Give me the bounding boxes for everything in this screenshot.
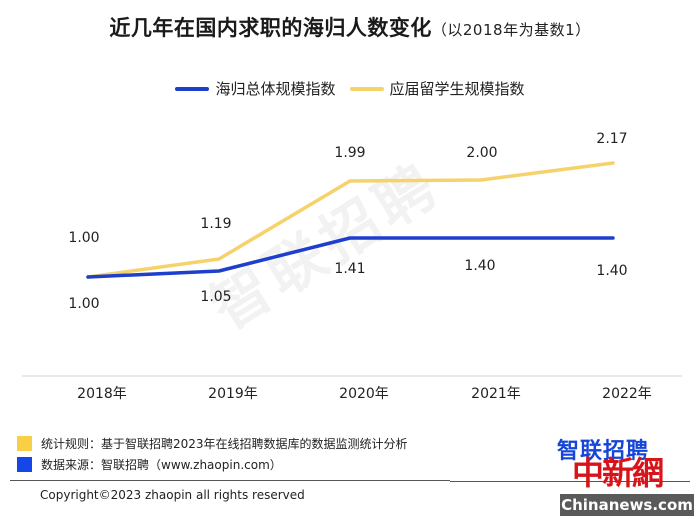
data-labels-overall: 1.00 1.05 1.41 1.40 1.40 <box>68 258 627 312</box>
series-line-overall <box>86 236 615 279</box>
chinanews-logo-en: Chinanews.com <box>560 494 694 516</box>
chart-legend: 海归总体规模指数 应届留学生规模指数 <box>0 78 700 99</box>
legend-item-graduates: 应届留学生规模指数 <box>349 78 525 99</box>
chart-title-subtitle: （以2018年为基数1） <box>431 21 591 39</box>
legend-label-overall: 海归总体规模指数 <box>215 80 336 98</box>
x-tick-2020: 2020年 <box>339 386 389 402</box>
x-tick-2022: 2022年 <box>602 386 652 402</box>
copyright-text: Copyright©2023 zhaopin all rights reserv… <box>40 488 305 502</box>
footer-divider-right <box>450 481 690 482</box>
chinanews-logo-cn: 中新網 <box>572 454 664 492</box>
data-label-graduates: 1.19 <box>200 216 231 232</box>
data-label-graduates: 2.17 <box>596 131 627 147</box>
data-label-overall: 1.00 <box>68 296 99 312</box>
data-label-graduates: 2.00 <box>466 145 497 161</box>
data-label-graduates: 1.99 <box>334 145 365 161</box>
footer-divider <box>10 480 450 481</box>
note-statistics-rule-text: 统计规则：基于智联招聘2023年在线招聘数据库的数据监测统计分析 <box>41 437 408 451</box>
chart-notes: 统计规则：基于智联招聘2023年在线招聘数据库的数据监测统计分析 数据来源：智联… <box>17 433 408 475</box>
note-data-source-text: 数据来源：智联招聘（www.zhaopin.com） <box>41 458 282 472</box>
legend-item-overall: 海归总体规模指数 <box>175 78 336 99</box>
note-swatch-blue <box>17 457 32 472</box>
note-swatch-yellow <box>17 436 32 451</box>
legend-swatch-overall <box>175 86 210 91</box>
legend-label-graduates: 应届留学生规模指数 <box>389 80 525 98</box>
data-label-overall: 1.41 <box>334 261 365 277</box>
x-tick-2018: 2018年 <box>77 386 127 402</box>
x-axis-labels: 2018年 2019年 2020年 2021年 2022年 <box>0 383 700 403</box>
chart-title: 近几年在国内求职的海归人数变化（以2018年为基数1） <box>0 12 700 42</box>
data-label-graduates: 1.00 <box>68 230 99 246</box>
series-line-graduates <box>86 161 615 279</box>
data-labels-graduates: 1.00 1.19 1.99 2.00 2.17 <box>68 131 627 246</box>
note-data-source: 数据来源：智联招聘（www.zhaopin.com） <box>17 454 408 475</box>
data-label-overall: 1.40 <box>464 258 495 274</box>
zhaopin-logo: 智联招聘 <box>557 439 650 464</box>
x-tick-2021: 2021年 <box>471 386 521 402</box>
data-label-overall: 1.40 <box>596 263 627 279</box>
chart-title-main: 近几年在国内求职的海归人数变化 <box>109 16 432 40</box>
legend-swatch-graduates <box>349 86 384 91</box>
x-tick-2019: 2019年 <box>208 386 258 402</box>
note-statistics-rule: 统计规则：基于智联招聘2023年在线招聘数据库的数据监测统计分析 <box>17 433 408 454</box>
data-label-overall: 1.05 <box>200 289 231 305</box>
